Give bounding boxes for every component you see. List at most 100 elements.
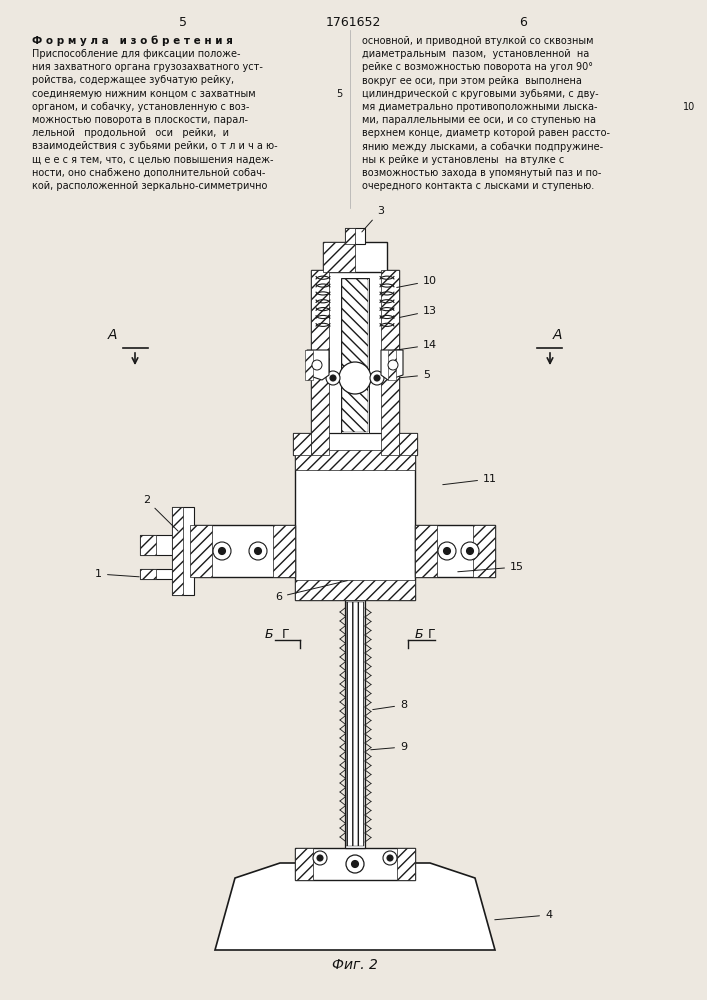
Text: A: A xyxy=(553,328,563,342)
Circle shape xyxy=(317,855,323,861)
Text: Г: Г xyxy=(282,628,290,641)
Bar xyxy=(295,450,415,470)
Text: 1: 1 xyxy=(95,569,139,579)
Bar xyxy=(323,242,387,272)
Circle shape xyxy=(388,360,398,370)
Circle shape xyxy=(443,548,450,554)
Circle shape xyxy=(339,362,371,394)
Bar xyxy=(323,242,355,272)
Text: A: A xyxy=(108,328,117,342)
Text: щ е е с я тем, что, с целью повышения надеж-: щ е е с я тем, что, с целью повышения на… xyxy=(32,155,274,165)
Text: Ф о р м у л а   и з о б р е т е н и я: Ф о р м у л а и з о б р е т е н и я xyxy=(32,36,233,46)
Text: 10: 10 xyxy=(397,276,437,287)
Bar xyxy=(140,569,156,579)
Text: ности, оно снабжено дополнительной собач-: ности, оно снабжено дополнительной собач… xyxy=(32,168,265,178)
Text: ми, параллельными ее оси, и со ступенью на: ми, параллельными ее оси, и со ступенью … xyxy=(362,115,596,125)
Circle shape xyxy=(312,360,322,370)
Text: Приспособление для фиксации положе-: Приспособление для фиксации положе- xyxy=(32,49,240,59)
Circle shape xyxy=(313,851,327,865)
Text: рейке с возможностью поворота на угол 90°: рейке с возможностью поворота на угол 90… xyxy=(362,62,593,72)
Polygon shape xyxy=(215,863,495,950)
Text: возможностью захода в упомянутый паз и по-: возможностью захода в упомянутый паз и п… xyxy=(362,168,602,178)
Bar xyxy=(273,525,295,577)
Text: органом, и собачку, установленную с воз-: органом, и собачку, установленную с воз- xyxy=(32,102,250,112)
Bar xyxy=(140,535,156,555)
Text: 5: 5 xyxy=(179,16,187,29)
Text: взаимодействия с зубьями рейки, о т л и ч а ю-: взаимодействия с зубьями рейки, о т л и … xyxy=(32,141,278,151)
Text: 13: 13 xyxy=(399,306,437,317)
Bar xyxy=(190,525,212,577)
Bar xyxy=(295,848,415,880)
Polygon shape xyxy=(307,350,329,380)
Bar xyxy=(388,350,396,380)
Circle shape xyxy=(351,860,358,867)
Bar xyxy=(311,270,329,455)
Text: кой, расположенной зеркально-симметрично: кой, расположенной зеркально-симметрично xyxy=(32,181,267,191)
Bar xyxy=(346,602,364,846)
Bar xyxy=(473,525,495,577)
Bar xyxy=(345,600,365,848)
Bar xyxy=(415,525,495,577)
Bar xyxy=(190,525,295,577)
Text: ны к рейке и установлены  на втулке с: ны к рейке и установлены на втулке с xyxy=(362,155,564,165)
Circle shape xyxy=(467,548,474,554)
Bar xyxy=(295,580,415,600)
Text: Г: Г xyxy=(428,628,436,641)
Text: янию между лысками, а собачки подпружине-: янию между лысками, а собачки подпружине… xyxy=(362,142,603,152)
Bar xyxy=(172,507,183,595)
Bar xyxy=(311,270,399,455)
Bar xyxy=(381,270,399,455)
Text: ния захватного органа грузозахватного уст-: ния захватного органа грузозахватного ус… xyxy=(32,62,263,72)
Circle shape xyxy=(370,371,384,385)
Bar xyxy=(305,350,313,380)
Text: 11: 11 xyxy=(443,474,497,485)
Text: 5: 5 xyxy=(336,89,342,99)
Text: вокруг ее оси, при этом рейка  выполнена: вокруг ее оси, при этом рейка выполнена xyxy=(362,76,582,86)
Circle shape xyxy=(438,542,456,560)
Circle shape xyxy=(461,542,479,560)
Circle shape xyxy=(374,375,380,381)
Bar xyxy=(342,279,368,432)
Text: ройства, содержащее зубчатую рейку,: ройства, содержащее зубчатую рейку, xyxy=(32,75,234,85)
Circle shape xyxy=(213,542,231,560)
Text: 9: 9 xyxy=(370,742,407,752)
Text: 14: 14 xyxy=(386,340,437,352)
Text: основной, и приводной втулкой со сквозным: основной, и приводной втулкой со сквозны… xyxy=(362,36,593,46)
Bar xyxy=(140,569,172,579)
Text: можностью поворота в плоскости, парал-: можностью поворота в плоскости, парал- xyxy=(32,115,248,125)
Text: 4: 4 xyxy=(495,910,552,920)
Bar xyxy=(295,848,313,880)
Text: верхнем конце, диаметр которой равен рассто-: верхнем конце, диаметр которой равен рас… xyxy=(362,128,610,138)
Text: 1761652: 1761652 xyxy=(325,16,380,29)
Text: 8: 8 xyxy=(373,700,407,710)
Bar xyxy=(345,228,355,244)
Circle shape xyxy=(383,851,397,865)
Circle shape xyxy=(330,375,336,381)
Polygon shape xyxy=(381,350,403,380)
Bar xyxy=(397,848,415,880)
Bar xyxy=(293,433,417,455)
Text: цилиндрической с круговыми зубьями, с дву-: цилиндрической с круговыми зубьями, с дв… xyxy=(362,89,599,99)
Text: 6: 6 xyxy=(275,581,347,602)
Bar xyxy=(293,433,311,455)
Bar xyxy=(341,278,369,433)
Text: мя диаметрально противоположными лыска-: мя диаметрально противоположными лыска- xyxy=(362,102,597,112)
Circle shape xyxy=(218,548,226,554)
Text: очередного контакта с лысками и ступенью.: очередного контакта с лысками и ступенью… xyxy=(362,181,595,191)
Text: соединяемую нижним концом с захватным: соединяемую нижним концом с захватным xyxy=(32,89,256,99)
Bar xyxy=(140,535,172,555)
Text: Б: Б xyxy=(265,628,274,641)
Text: 5: 5 xyxy=(399,370,430,380)
Circle shape xyxy=(346,855,364,873)
Text: 3: 3 xyxy=(362,206,384,232)
Circle shape xyxy=(387,855,393,861)
Bar xyxy=(172,507,194,595)
Text: Фиг. 2: Фиг. 2 xyxy=(332,958,378,972)
Bar xyxy=(345,228,365,244)
Circle shape xyxy=(326,371,340,385)
Text: 10: 10 xyxy=(683,102,695,112)
Bar xyxy=(399,433,417,455)
Text: диаметральным  пазом,  установленной  на: диаметральным пазом, установленной на xyxy=(362,49,589,59)
Bar xyxy=(415,525,437,577)
Text: Б: Б xyxy=(415,628,423,641)
